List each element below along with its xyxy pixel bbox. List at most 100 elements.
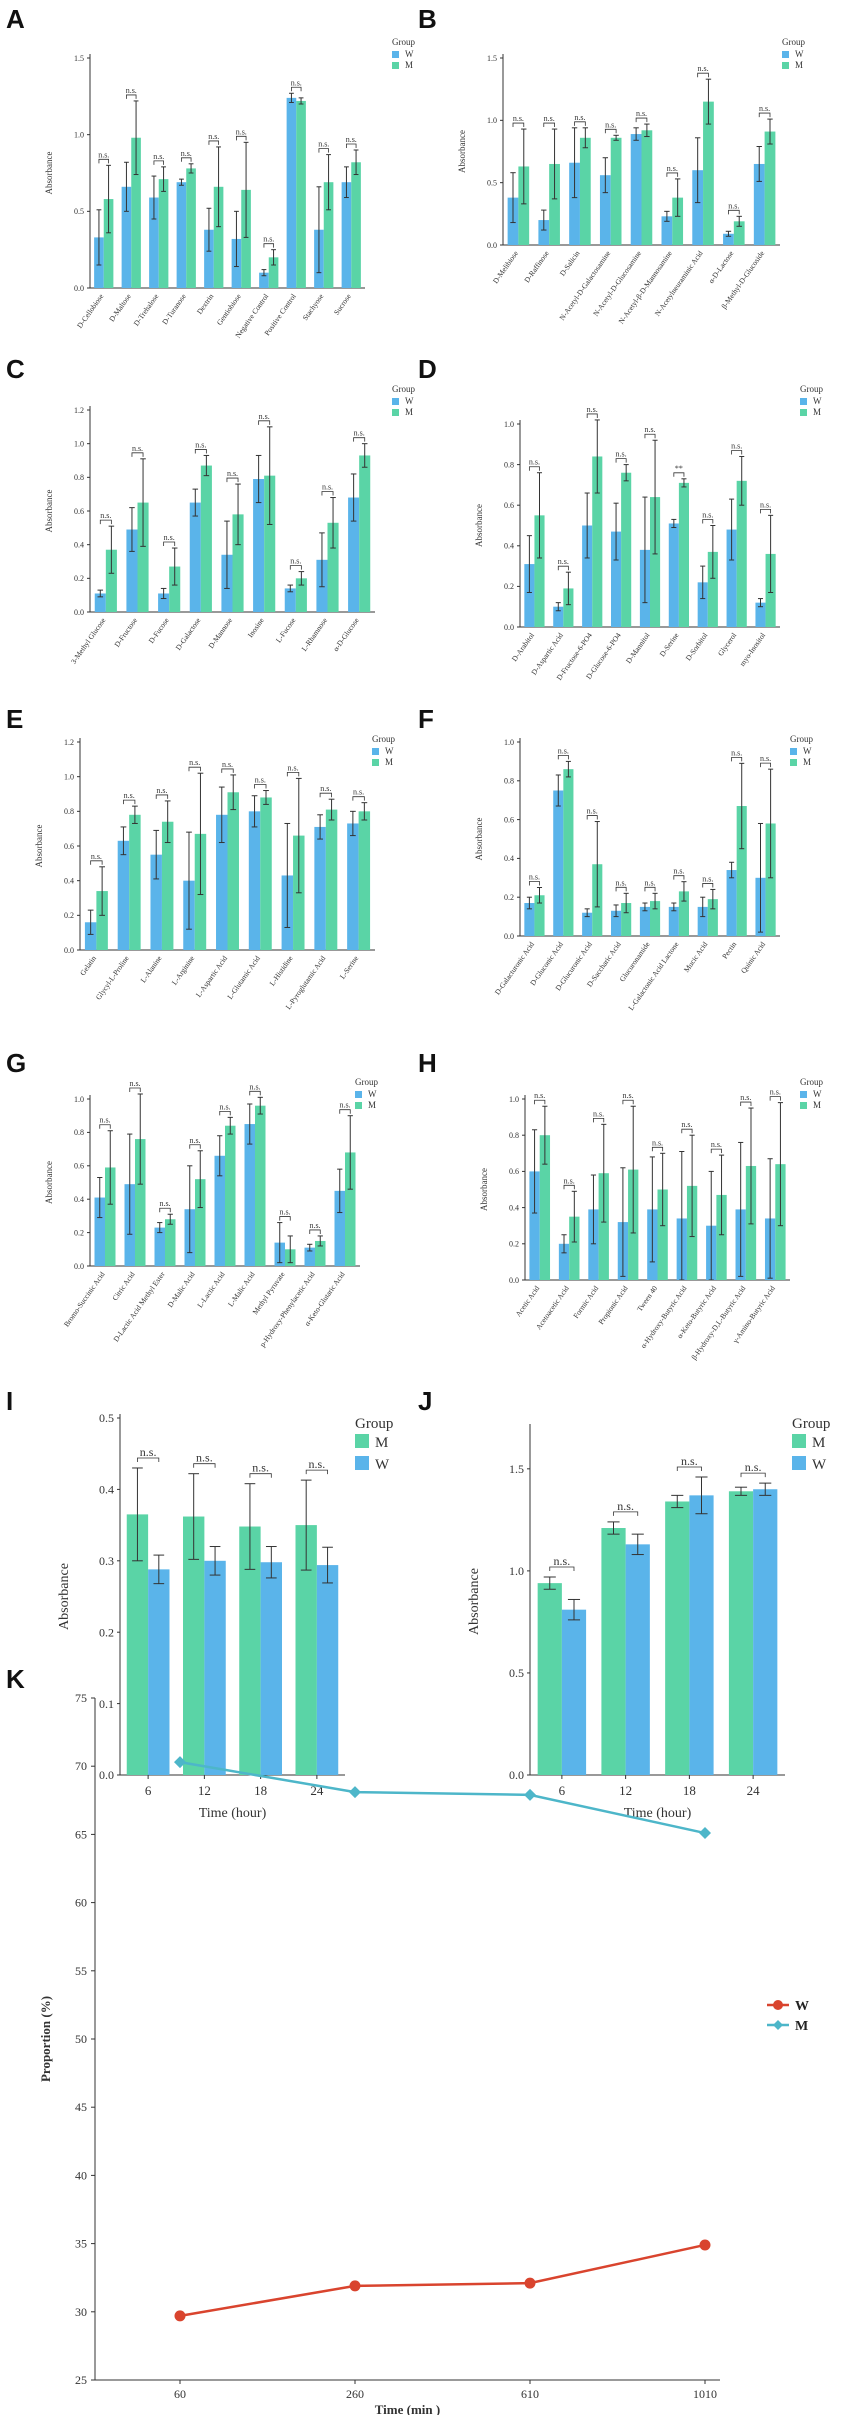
y-tick-label: 0.6 <box>504 815 514 824</box>
sig-label: n.s. <box>339 1101 350 1110</box>
bar-m <box>225 1125 236 1266</box>
sig-label: n.s. <box>222 760 233 769</box>
y-tick-label: 1.0 <box>509 1564 524 1578</box>
panel-letter: C <box>6 354 25 384</box>
legend-label-m: M <box>795 60 803 70</box>
sig-label: n.s. <box>740 1093 751 1102</box>
x-tick-label: L-Rhamnose <box>300 615 330 652</box>
sig-bracket <box>137 1457 160 1462</box>
y-tick-label: 25 <box>75 2373 87 2387</box>
sig-bracket <box>528 466 540 471</box>
sig-bracket <box>702 883 714 888</box>
sig-label: n.s. <box>697 64 708 73</box>
bar-w <box>524 564 535 627</box>
x-tick-label: D-Mannose <box>206 615 234 650</box>
bar-m <box>131 137 141 288</box>
bar-w <box>529 1171 540 1280</box>
bar-w <box>569 162 580 245</box>
y-tick-label: 0.1 <box>99 1697 114 1711</box>
y-tick-label: 0.8 <box>504 460 514 469</box>
sig-label: n.s. <box>745 1460 762 1474</box>
x-tick-label: L-Malic Acid <box>226 1270 257 1309</box>
y-tick-label: 1.0 <box>509 1095 519 1104</box>
sig-label: n.s. <box>760 754 771 763</box>
bar-w <box>286 97 297 288</box>
y-tick-label: 1.5 <box>487 54 497 63</box>
legend-label-w: W <box>375 1457 390 1473</box>
data-point-w <box>524 2277 536 2289</box>
bar-m <box>598 1173 609 1280</box>
sig-bracket <box>159 1207 171 1213</box>
bar-w <box>611 910 622 936</box>
legend-swatch-m <box>790 759 797 766</box>
bar-m <box>592 456 603 627</box>
sig-bracket <box>352 796 365 801</box>
bar-w <box>204 1560 226 1775</box>
x-tick-label: Dextrin <box>195 292 216 316</box>
sig-bracket <box>534 1099 546 1105</box>
x-tick-label: Stachyose <box>301 291 326 322</box>
panel-f: F 0.0 0.2 0.4 0.6 0.8 1.0 Absorbance n.s. D-Galac… <box>418 704 813 1012</box>
x-tick-label: L-Arginine <box>170 953 197 986</box>
sig-label: n.s. <box>616 450 627 459</box>
bar-m <box>707 899 718 936</box>
bar-m <box>165 1219 176 1266</box>
x-tick-label: L-Aspartic Acid <box>194 954 229 999</box>
bar-w <box>117 840 130 950</box>
sig-bracket <box>258 420 271 425</box>
sig-label: n.s. <box>554 1554 571 1568</box>
bar-w <box>216 814 228 950</box>
legend-label-w: W <box>795 1999 809 2014</box>
sig-bracket <box>549 1566 575 1572</box>
sig-bracket <box>189 1144 201 1149</box>
legend-swatch-m <box>392 409 399 416</box>
sig-bracket <box>249 1090 261 1096</box>
legend-swatch-w <box>800 398 807 405</box>
bar-w <box>561 1609 587 1775</box>
x-tick-label: 24 <box>747 1783 761 1798</box>
sig-label: n.s. <box>711 1140 722 1149</box>
sig-label: n.s. <box>255 776 266 785</box>
y-tick-label: 45 <box>75 2100 87 2114</box>
bar-m <box>359 455 371 612</box>
x-tick-label: Pectin <box>720 940 738 961</box>
series-line-w <box>179 2243 706 2318</box>
bar-w <box>126 529 138 612</box>
y-tick-label: 0.8 <box>504 777 514 786</box>
y-tick-label: 75 <box>75 1691 87 1705</box>
legend-swatch-m <box>782 62 789 69</box>
sig-bracket <box>155 794 169 799</box>
x-tick-label: α-D-Lactose <box>706 248 735 285</box>
legend-swatch-w <box>800 1091 807 1098</box>
bar-w <box>630 134 642 245</box>
legend-swatch-w <box>792 1456 806 1470</box>
x-tick-label: Quinic Acid <box>739 940 767 975</box>
y-tick-label: 0.4 <box>74 1195 84 1204</box>
legend-label-m: M <box>803 757 811 767</box>
y-axis-label: Absorbance <box>44 152 54 195</box>
bar-w <box>176 182 187 288</box>
x-tick-label: 12 <box>198 1783 211 1798</box>
x-tick-label: D-Turanose <box>160 291 188 326</box>
legend-marker-w <box>773 2000 783 2010</box>
sig-bracket <box>305 1469 328 1475</box>
bar-w <box>611 531 622 627</box>
x-tick-label: 18 <box>254 1783 267 1798</box>
bar-m <box>239 1526 261 1775</box>
sig-label: n.s. <box>605 120 616 129</box>
y-tick-label: 0.6 <box>64 842 74 851</box>
panel-d: D 0.0 0.2 0.4 0.6 0.8 1.0 Absorbance n.s. D-Arabi… <box>418 354 823 682</box>
sig-label: n.s. <box>322 483 333 492</box>
sig-label: n.s. <box>126 86 137 95</box>
legend-label-w: W <box>385 746 394 756</box>
bar-m <box>103 199 114 288</box>
sig-bracket <box>99 1124 111 1129</box>
bar-m <box>315 1240 326 1266</box>
bar-m <box>169 566 181 612</box>
bar-m <box>137 502 149 612</box>
sig-label: n.s. <box>616 878 627 887</box>
sig-bracket <box>731 756 743 762</box>
sig-label: n.s. <box>681 1454 698 1468</box>
bar-w <box>314 826 326 950</box>
bar-m <box>736 480 747 627</box>
